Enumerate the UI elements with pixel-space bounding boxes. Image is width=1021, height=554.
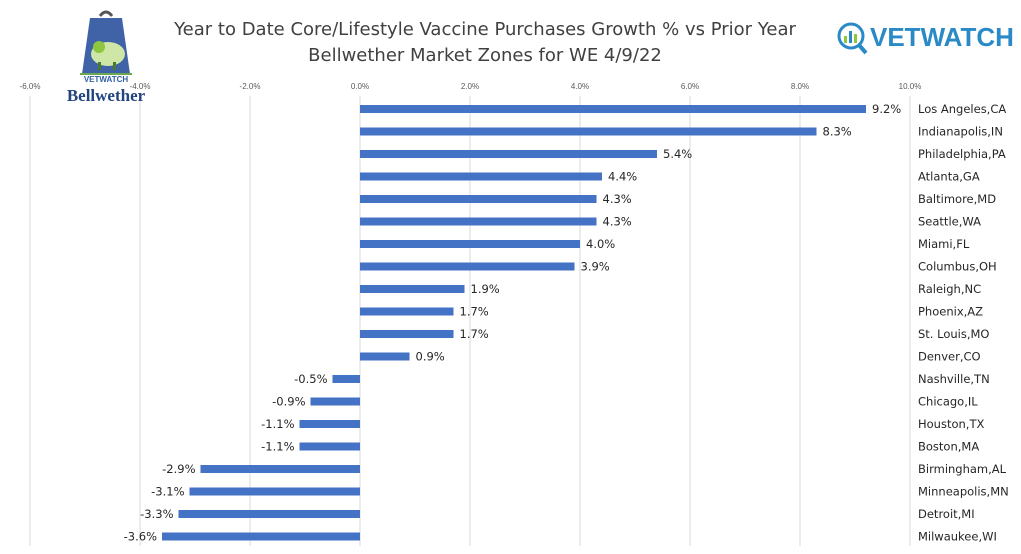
- category-label: Miami,FL: [918, 237, 970, 251]
- gridlines: [29, 96, 911, 546]
- category-label: Chicago,IL: [918, 395, 978, 409]
- bar: [299, 442, 360, 451]
- bar: [310, 397, 360, 406]
- category-label: Denver,CO: [918, 350, 981, 364]
- x-tick-label: 4.0%: [571, 82, 589, 91]
- bar: [360, 172, 602, 181]
- data-label: 3.9%: [581, 260, 610, 274]
- bar: [360, 150, 657, 158]
- bar: [360, 127, 817, 136]
- category-label: Detroit,MI: [918, 507, 975, 521]
- data-label: 8.3%: [823, 125, 852, 139]
- x-tick-label: 8.0%: [791, 82, 809, 91]
- category-label: Phoenix,AZ: [918, 305, 983, 319]
- bar: [178, 510, 360, 518]
- category-label: Houston,TX: [918, 417, 984, 431]
- magnifier-chart-icon: VETWATCH: [837, 22, 1014, 55]
- data-label: 4.4%: [608, 170, 637, 184]
- category-label: Los Angeles,CA: [918, 102, 1006, 116]
- bellwether-logo: VETWATCH Bellwether: [66, 6, 166, 106]
- vetwatch-logo: VETWATCH: [834, 20, 1018, 60]
- category-label: Philadelphia,PA: [918, 147, 1006, 161]
- data-label: -3.6%: [124, 530, 157, 544]
- logo-product-text: Bellwether: [67, 86, 146, 105]
- category-label: St. Louis,MO: [918, 327, 989, 341]
- bar: [360, 105, 866, 113]
- x-tick-label: -6.0%: [20, 82, 41, 91]
- data-label: -1.1%: [261, 440, 294, 454]
- bar: [360, 330, 454, 338]
- data-label: 0.9%: [416, 350, 445, 364]
- bar: [332, 375, 360, 383]
- category-label: Raleigh,NC: [918, 282, 981, 296]
- category-label: Columbus,OH: [918, 260, 997, 274]
- category-label: Indianapolis,IN: [918, 125, 1003, 139]
- chart-title-line-2: Bellwether Market Zones for WE 4/9/22: [308, 45, 662, 66]
- x-tick-label: 6.0%: [681, 82, 699, 91]
- logo-brand-text: VETWATCH: [84, 75, 129, 84]
- x-tick-label: -4.0%: [130, 82, 151, 91]
- category-labels: Los Angeles,CA Indianapolis,IN Philadelphi…: [918, 102, 1009, 544]
- data-label: -3.1%: [151, 485, 184, 499]
- data-label: 4.3%: [603, 192, 632, 206]
- bar: [189, 487, 360, 496]
- bar: [200, 465, 360, 473]
- bars: [162, 105, 866, 541]
- data-label: 5.4%: [663, 147, 692, 161]
- bar: [360, 285, 465, 293]
- data-label: 4.3%: [603, 215, 632, 229]
- x-tick-label: 0.0%: [351, 82, 369, 91]
- data-label: -1.1%: [261, 417, 294, 431]
- bar: [360, 262, 575, 271]
- data-label: -0.5%: [294, 372, 327, 386]
- category-label: Baltimore,MD: [918, 192, 996, 206]
- category-label: Boston,MA: [918, 440, 979, 454]
- data-label: -0.9%: [272, 395, 305, 409]
- data-label: 1.9%: [471, 282, 500, 296]
- x-tick-label: 10.0%: [899, 82, 922, 91]
- data-label: 1.7%: [460, 305, 489, 319]
- bar: [360, 217, 597, 226]
- category-label: Minneapolis,MN: [918, 485, 1009, 499]
- category-label: Birmingham,AL: [918, 462, 1007, 476]
- data-label: -3.3%: [140, 507, 173, 521]
- vetwatch-brand-text: VETWATCH: [870, 22, 1014, 52]
- data-label: 9.2%: [872, 102, 901, 116]
- category-label: Milwaukee,WI: [918, 530, 997, 544]
- bellwether-logo-icon: VETWATCH Bellwether: [67, 10, 146, 105]
- bar: [360, 352, 410, 361]
- category-label: Seattle,WA: [918, 215, 981, 229]
- chart-title-line-1: Year to Date Core/Lifestyle Vaccine Purc…: [174, 19, 796, 40]
- bar: [360, 307, 454, 316]
- bar: [360, 195, 597, 203]
- bar: [299, 420, 360, 428]
- x-tick-label: 2.0%: [461, 82, 479, 91]
- data-label: -2.9%: [162, 462, 195, 476]
- data-label: 1.7%: [460, 327, 489, 341]
- bar: [162, 532, 360, 541]
- x-tick-label: -2.0%: [240, 82, 261, 91]
- bar: [360, 240, 580, 248]
- data-label: 4.0%: [586, 237, 615, 251]
- category-label: Nashville,TN: [918, 372, 990, 386]
- category-label: Atlanta,GA: [918, 170, 980, 184]
- data-labels: 9.2% 8.3% 5.4% 4.4% 4.3% 4.3% 4.0% 3.9% 1.9% 1.7%…: [124, 102, 902, 544]
- x-axis-ticks: -6.0% -4.0% -2.0% 0.0% 2.0% 4.0% 6.0% 8.0% 10.0%: [20, 82, 922, 91]
